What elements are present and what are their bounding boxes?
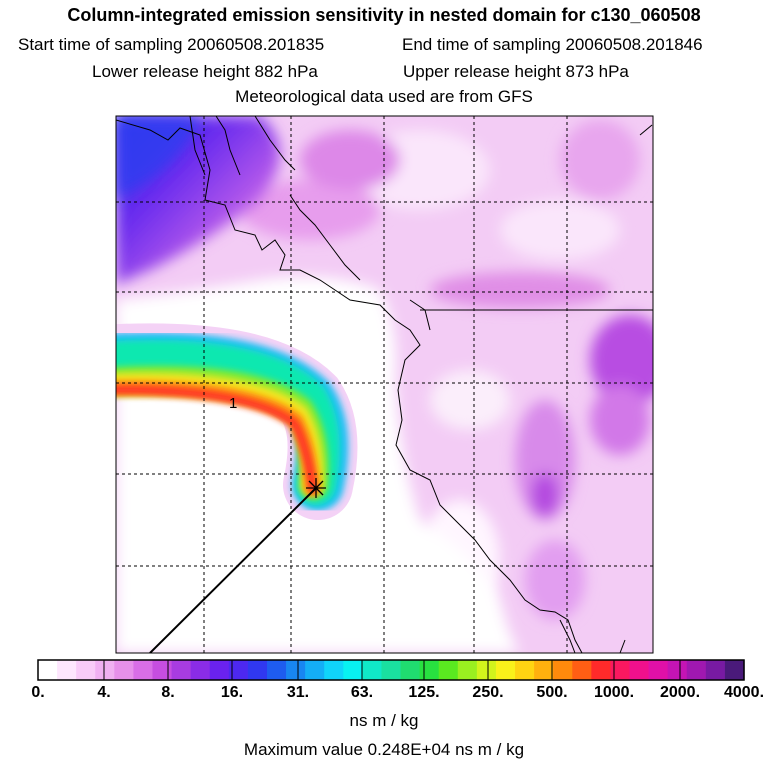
- start-time-label: Start time of sampling 20060508.201835: [18, 35, 325, 54]
- maximum-value-label: Maximum value 0.248E+04 ns m / kg: [243, 740, 525, 759]
- colorbar-unit-label: ns m / kg: [349, 711, 419, 730]
- colorbar-tick-label: 125.: [408, 684, 440, 701]
- met-data-label: Meteorological data used are from GFS: [235, 87, 533, 106]
- colorbar-swatch: [343, 660, 363, 680]
- emission-plume: [116, 323, 358, 520]
- colorbar: [37, 660, 745, 680]
- lower-release-label: Lower release height 882 hPa: [92, 62, 318, 81]
- end-time-label: End time of sampling 20060508.201846: [402, 35, 703, 54]
- colorbar-swatch: [438, 660, 459, 680]
- release-star-marker: [306, 478, 326, 498]
- colorbar-swatch: [400, 660, 421, 680]
- colorbar-swatch: [228, 660, 249, 680]
- colorbar-swatch: [152, 660, 173, 680]
- colorbar-swatch: [209, 660, 230, 680]
- colorbar-swatch: [133, 660, 154, 680]
- colorbar-swatch: [610, 660, 631, 680]
- colorbar-tick-label: 8.: [161, 684, 175, 701]
- colorbar-tick-label: 0.: [31, 684, 45, 701]
- colorbar-swatch: [324, 660, 344, 680]
- colorbar-tick-label: 250.: [472, 684, 504, 701]
- colorbar-tick-label: 16.: [220, 684, 244, 701]
- colorbar-swatch: [38, 660, 58, 680]
- colorbar-swatch: [705, 660, 726, 680]
- colorbar-swatch: [286, 660, 306, 680]
- colorbar-swatch: [648, 660, 669, 680]
- colorbar-tick-label: 1000.: [593, 684, 635, 701]
- colorbar-tick-label: 4.: [97, 684, 111, 701]
- colorbar-tick-label: 4000.: [723, 684, 765, 701]
- colorbar-swatch: [457, 660, 478, 680]
- sensitivity-mottle: [240, 120, 653, 620]
- colorbar-swatch: [553, 660, 573, 680]
- colorbar-swatch: [381, 660, 402, 680]
- colorbar-tick-label: 63.: [350, 684, 374, 701]
- colorbar-swatch: [266, 660, 287, 680]
- plot-title: Column-integrated emission sensitivity i…: [67, 5, 701, 25]
- colorbar-swatch: [76, 660, 96, 680]
- colorbar-swatch: [495, 660, 516, 680]
- colorbar-swatch: [95, 660, 115, 680]
- colorbar-swatch: [591, 660, 612, 680]
- colorbar-swatch: [419, 660, 440, 680]
- colorbar-swatch: [534, 660, 554, 680]
- colorbar-swatch: [667, 660, 688, 680]
- map-frame: [115, 115, 654, 654]
- colorbar-swatch: [572, 660, 592, 680]
- colorbar-tick-label: 2000.: [659, 684, 701, 701]
- colorbar-frame: [37, 659, 745, 681]
- coastline: [116, 116, 653, 653]
- colorbar-swatch: [114, 660, 134, 680]
- colorbar-swatch: [476, 660, 497, 680]
- colorbar-swatch: [171, 660, 192, 680]
- colorbar-swatch: [686, 660, 707, 680]
- colorbar-swatch: [190, 660, 211, 680]
- flight-track: [149, 487, 317, 653]
- release-number-label: 1: [229, 395, 237, 412]
- colorbar-swatch: [724, 660, 745, 680]
- colorbar-swatch: [305, 660, 325, 680]
- colorbar-tick-label: 500.: [536, 684, 568, 701]
- colorbar-swatch: [362, 660, 383, 680]
- colorbar-swatch: [629, 660, 650, 680]
- colorbar-swatch: [515, 660, 535, 680]
- colorbar-tick-label: 31.: [286, 684, 310, 701]
- upper-release-label: Upper release height 873 hPa: [403, 62, 629, 81]
- colorbar-swatch: [57, 660, 77, 680]
- colorbar-swatch: [247, 660, 268, 680]
